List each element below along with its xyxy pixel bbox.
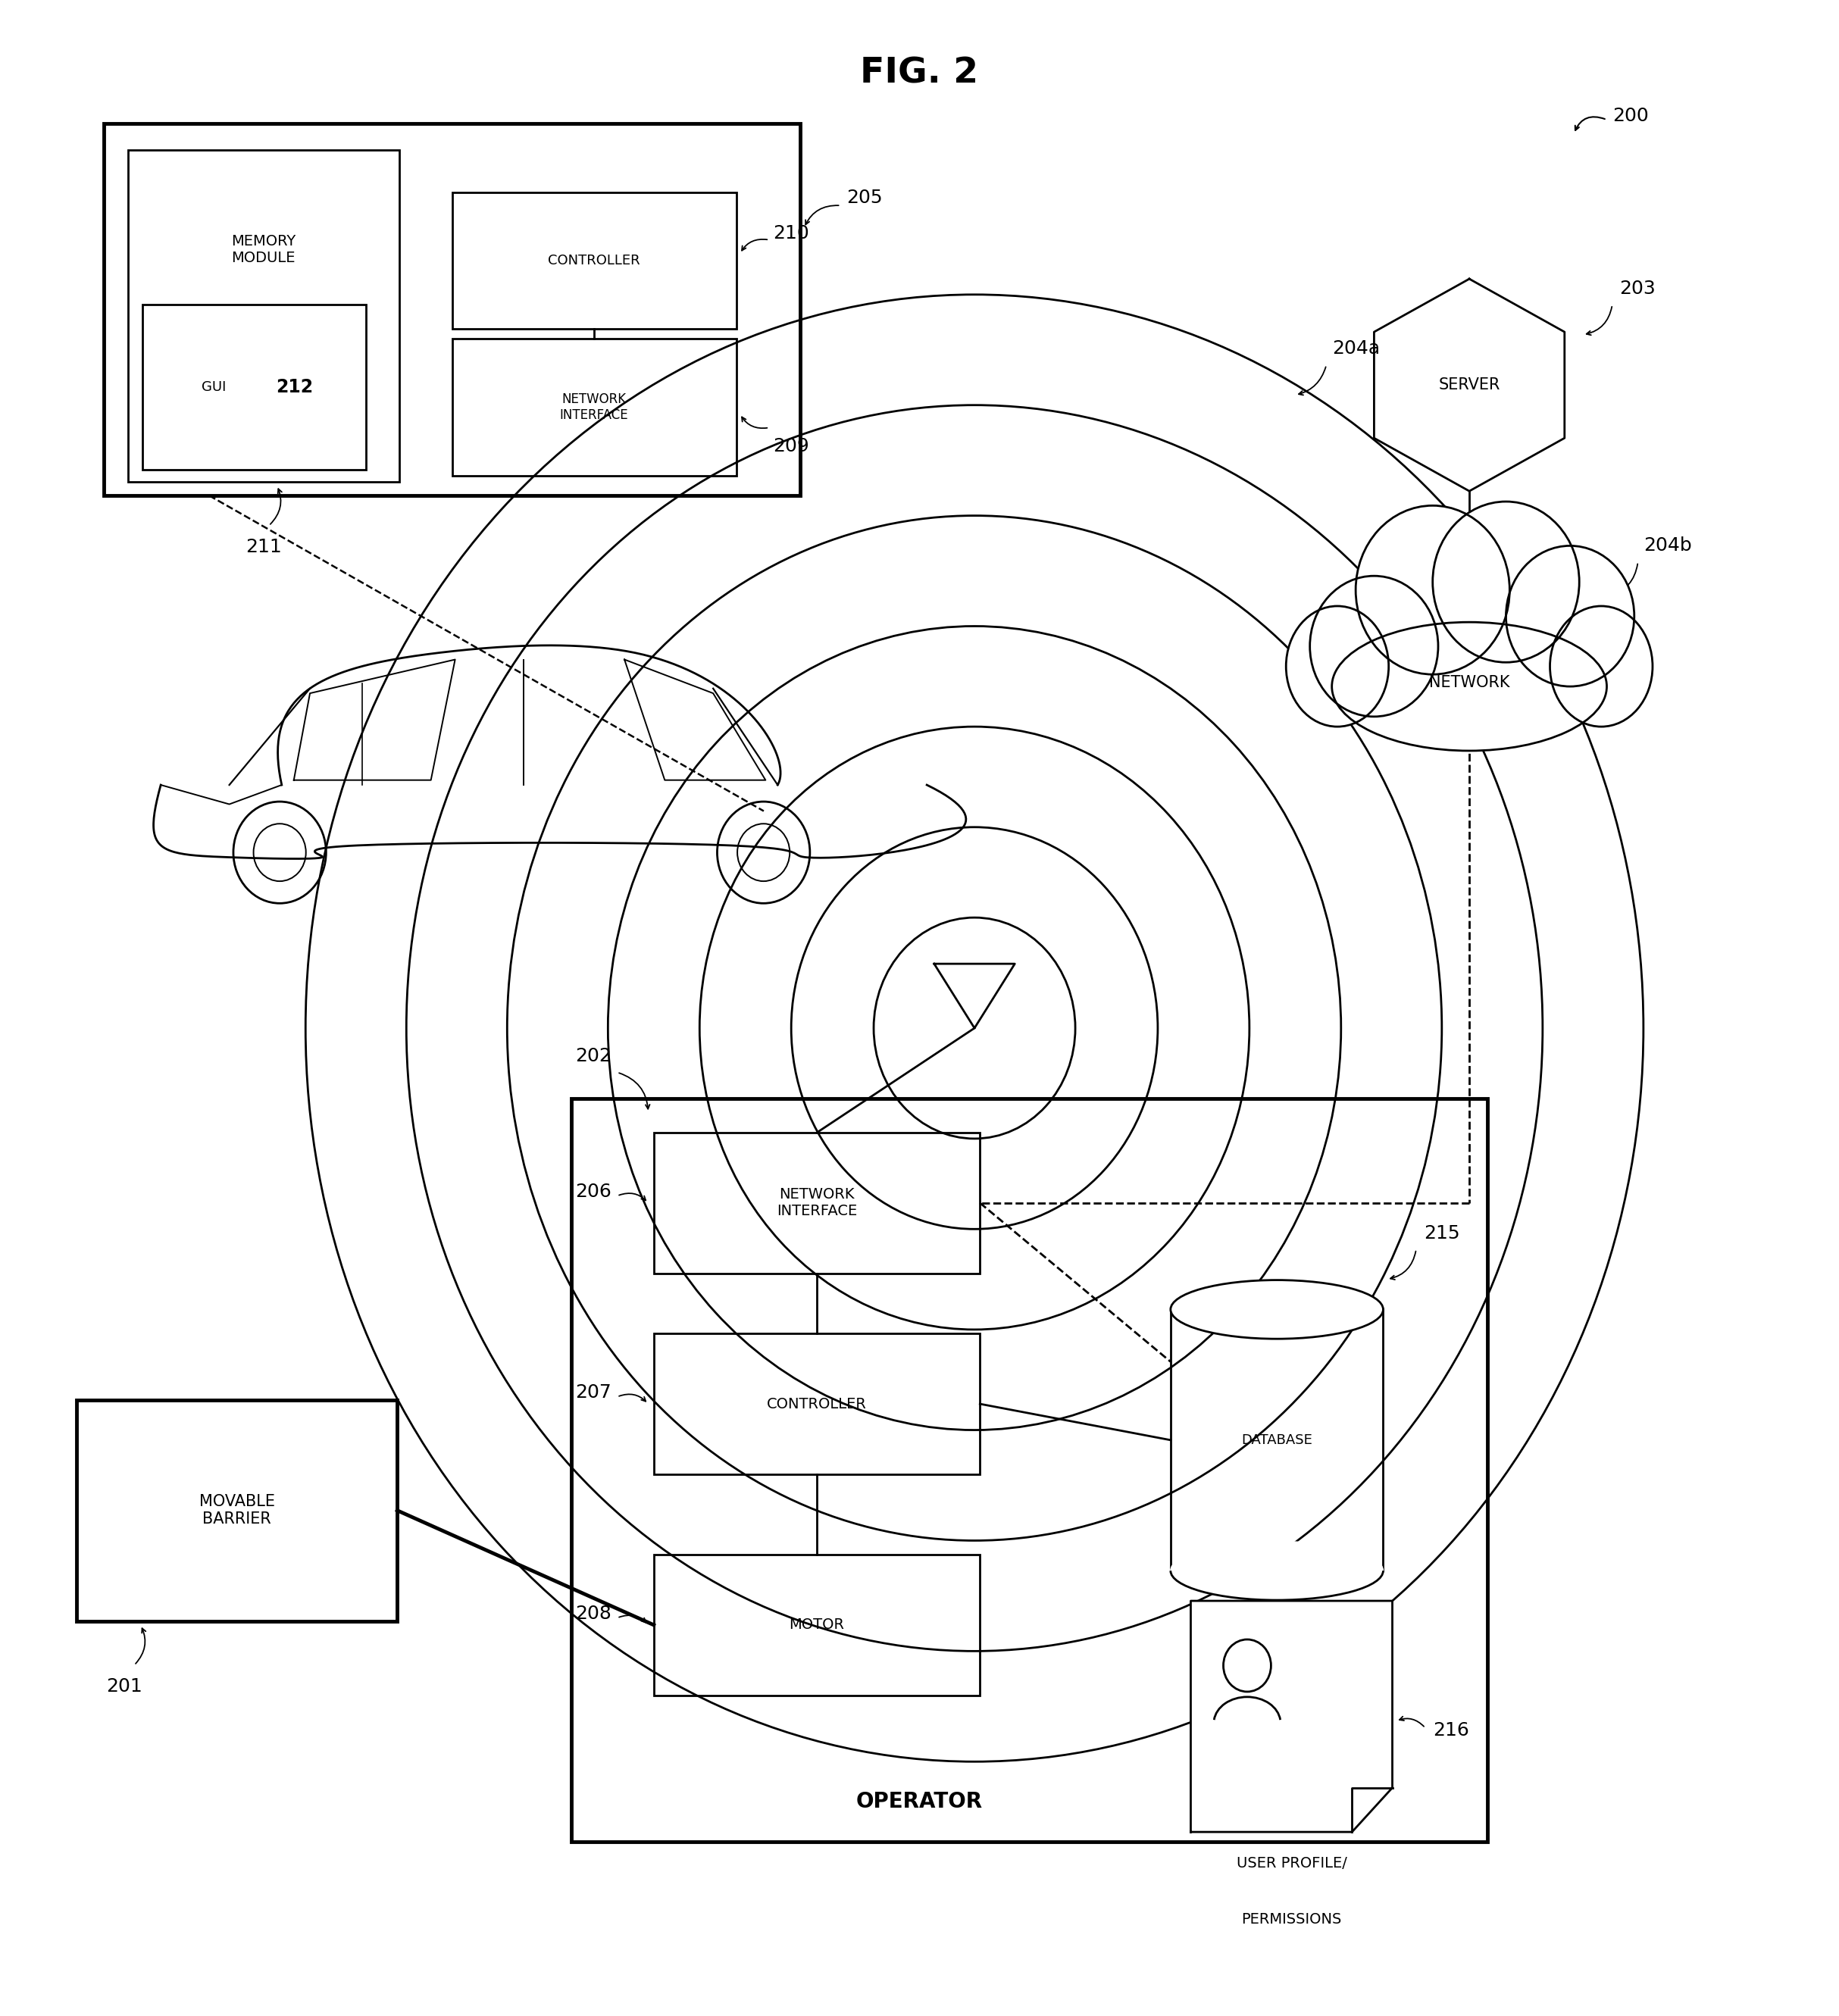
Bar bbox=[452, 339, 736, 476]
Text: 215: 215 bbox=[1423, 1224, 1460, 1242]
Text: CONTROLLER: CONTROLLER bbox=[767, 1397, 866, 1411]
Ellipse shape bbox=[1309, 577, 1438, 716]
Ellipse shape bbox=[1171, 1542, 1383, 1601]
Polygon shape bbox=[1374, 278, 1565, 492]
Text: MOVABLE
BARRIER: MOVABLE BARRIER bbox=[199, 1494, 274, 1526]
Ellipse shape bbox=[1355, 506, 1510, 675]
Text: 207: 207 bbox=[576, 1383, 612, 1401]
Text: 204b: 204b bbox=[1644, 536, 1692, 554]
Ellipse shape bbox=[1550, 607, 1653, 726]
Text: 204a: 204a bbox=[1331, 341, 1379, 359]
Bar bbox=[142, 304, 366, 470]
Ellipse shape bbox=[1433, 502, 1580, 663]
Text: CONTROLLER: CONTROLLER bbox=[548, 254, 640, 268]
Ellipse shape bbox=[1285, 607, 1388, 726]
Text: 200: 200 bbox=[1613, 107, 1648, 125]
Text: 208: 208 bbox=[576, 1605, 612, 1623]
Text: GUI: GUI bbox=[202, 381, 226, 393]
Text: OPERATOR: OPERATOR bbox=[857, 1792, 982, 1812]
Text: 205: 205 bbox=[846, 190, 883, 208]
Text: USER PROFILE/: USER PROFILE/ bbox=[1236, 1857, 1346, 1871]
Text: SERVER: SERVER bbox=[1438, 377, 1501, 393]
Text: MOTOR: MOTOR bbox=[789, 1617, 844, 1633]
Bar bbox=[653, 1554, 980, 1695]
Bar bbox=[653, 1133, 980, 1274]
Text: 216: 216 bbox=[1433, 1722, 1469, 1740]
Text: 211: 211 bbox=[245, 538, 281, 556]
Text: NETWORK: NETWORK bbox=[1429, 675, 1510, 689]
Text: 210: 210 bbox=[772, 224, 809, 242]
Bar bbox=[105, 123, 800, 496]
Text: 202: 202 bbox=[576, 1046, 612, 1064]
Bar bbox=[77, 1399, 397, 1621]
Text: DATABASE: DATABASE bbox=[1241, 1433, 1313, 1447]
Text: 212: 212 bbox=[276, 377, 313, 395]
Text: NETWORK
INTERFACE: NETWORK INTERFACE bbox=[776, 1187, 857, 1218]
Text: PERMISSIONS: PERMISSIONS bbox=[1241, 1913, 1342, 1927]
Bar bbox=[653, 1333, 980, 1474]
Text: FIG. 2: FIG. 2 bbox=[861, 56, 978, 91]
Polygon shape bbox=[934, 964, 1015, 1028]
Polygon shape bbox=[1190, 1601, 1392, 1833]
Ellipse shape bbox=[1171, 1280, 1383, 1339]
Text: 203: 203 bbox=[1620, 280, 1655, 298]
Text: 209: 209 bbox=[772, 437, 809, 456]
Text: 206: 206 bbox=[576, 1183, 612, 1202]
Text: 201: 201 bbox=[107, 1677, 143, 1695]
Text: NETWORK
INTERFACE: NETWORK INTERFACE bbox=[559, 393, 629, 421]
Ellipse shape bbox=[1331, 623, 1607, 750]
Ellipse shape bbox=[1506, 546, 1635, 687]
Text: MEMORY
MODULE: MEMORY MODULE bbox=[232, 234, 296, 264]
Bar bbox=[452, 192, 736, 329]
Circle shape bbox=[1223, 1639, 1271, 1691]
Bar bbox=[127, 149, 399, 482]
Bar bbox=[572, 1099, 1488, 1843]
